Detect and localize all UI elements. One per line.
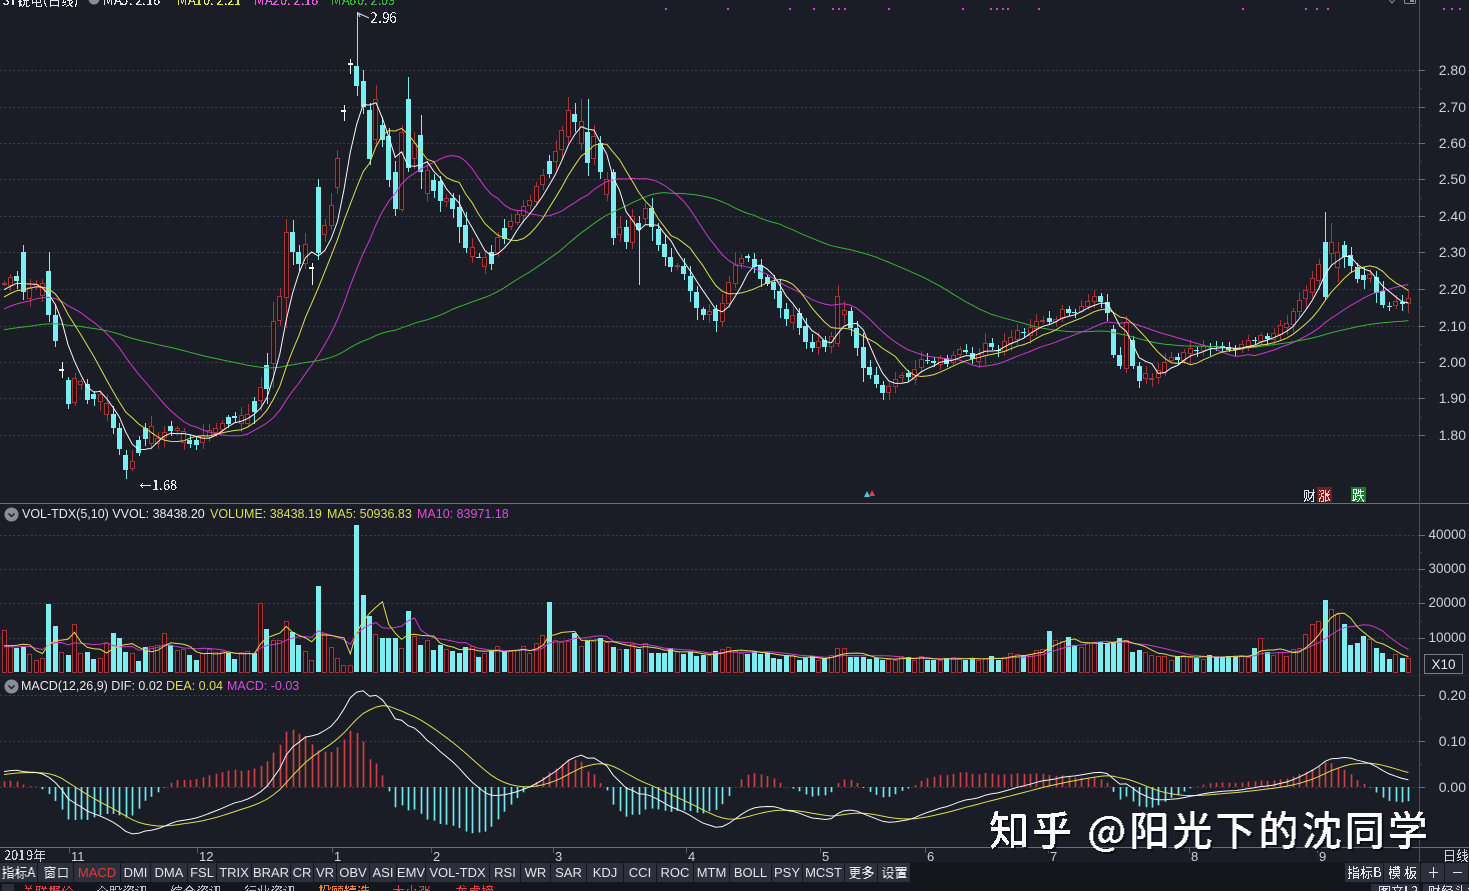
svg-text:SAR: SAR <box>555 865 582 880</box>
svg-text:MACD: MACD <box>78 865 116 880</box>
svg-text:WR: WR <box>525 865 547 880</box>
svg-text:DMA: DMA <box>155 865 184 880</box>
svg-text:TRIX: TRIX <box>219 865 249 880</box>
svg-text:ASI: ASI <box>373 865 394 880</box>
svg-text:DMI: DMI <box>124 865 148 880</box>
svg-text:FSL: FSL <box>190 865 214 880</box>
svg-text:PSY: PSY <box>774 865 800 880</box>
svg-text:VR: VR <box>316 865 334 880</box>
svg-text:MTM: MTM <box>697 865 727 880</box>
svg-text:ROC: ROC <box>661 865 690 880</box>
svg-text:KDJ: KDJ <box>593 865 618 880</box>
svg-text:VOL-TDX: VOL-TDX <box>429 865 486 880</box>
svg-text:CCI: CCI <box>629 865 651 880</box>
svg-text:RSI: RSI <box>494 865 516 880</box>
svg-text:EMV: EMV <box>397 865 426 880</box>
svg-text:BOLL: BOLL <box>734 865 767 880</box>
svg-text:BRAR: BRAR <box>253 865 289 880</box>
svg-text:OBV: OBV <box>339 865 367 880</box>
svg-text:CR: CR <box>293 865 312 880</box>
svg-text:MCST: MCST <box>805 865 842 880</box>
